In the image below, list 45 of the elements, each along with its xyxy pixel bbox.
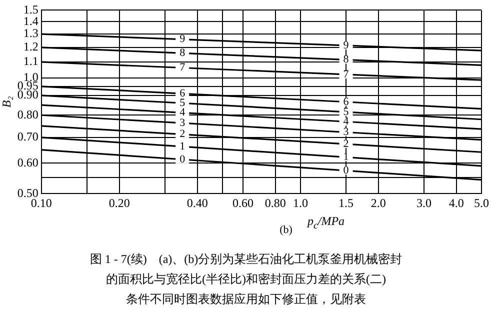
x-tick-label: 4.0 (448, 196, 464, 210)
series-label: 2 (343, 138, 349, 150)
x-axis-title: p$_{c}$/MPa (307, 214, 345, 232)
text: 2 (180, 128, 186, 140)
y-axis-title: B₂ (0, 96, 14, 108)
text: 5 (343, 106, 349, 118)
text: 4 (343, 116, 349, 128)
x-tick-label: 1.5 (338, 196, 354, 210)
x-tick-label: 1.0 (292, 196, 308, 210)
y-tick-label: 1.1 (23, 54, 38, 68)
text: 9 (180, 33, 186, 46)
caption: 图 1 - 7(续) (a)、(b)分别为某些石油化工机泵釜用机械密封 (88, 251, 404, 268)
series-label: 4 (180, 106, 186, 119)
text: 条件不同时图表数据应用如下修正值，见附表 (125, 291, 367, 308)
text: 0 (180, 153, 186, 166)
y-tick-label: 0.70 (17, 130, 38, 144)
series-label: 6 (343, 96, 350, 108)
x-tick-label: 0.60 (232, 196, 254, 210)
x-tick-label: 3.0 (416, 196, 432, 210)
text: (b) (280, 224, 292, 236)
text: 8 (180, 47, 186, 60)
series-label: 5 (180, 97, 186, 110)
y-tick-label: 1.2 (23, 40, 38, 54)
series-label: 3 (180, 116, 186, 129)
text: 6 (180, 87, 186, 100)
y-tick-label: 1.4 (23, 14, 38, 28)
y-tick-label: 1.3 (23, 26, 38, 40)
x-tick-label: 0.20 (108, 196, 130, 210)
text: 的面积比与宽径比(半径比)和密封面压力差的关系(二) (105, 271, 387, 288)
x-tick-label: 0.40 (186, 196, 208, 210)
y-tick-label: 0.80 (17, 107, 38, 122)
series-label: 1 (343, 151, 349, 164)
text: 7 (343, 68, 349, 80)
y-tick-label: 1.5 (23, 2, 38, 16)
series-label: 9 (343, 39, 350, 52)
x-tick-label: 5.0 (474, 196, 489, 210)
series-label: 7 (180, 62, 186, 74)
x-tick-label: 2.0 (370, 196, 386, 210)
series-label: 0 (343, 164, 350, 176)
y-tick-label: 0.60 (17, 155, 38, 170)
text: 3 (343, 126, 349, 138)
series-label: 8 (343, 54, 350, 66)
text: 1 (180, 140, 186, 152)
x-tick-label: 0.80 (264, 196, 286, 210)
y-tick-label: 0.50 (17, 186, 38, 200)
